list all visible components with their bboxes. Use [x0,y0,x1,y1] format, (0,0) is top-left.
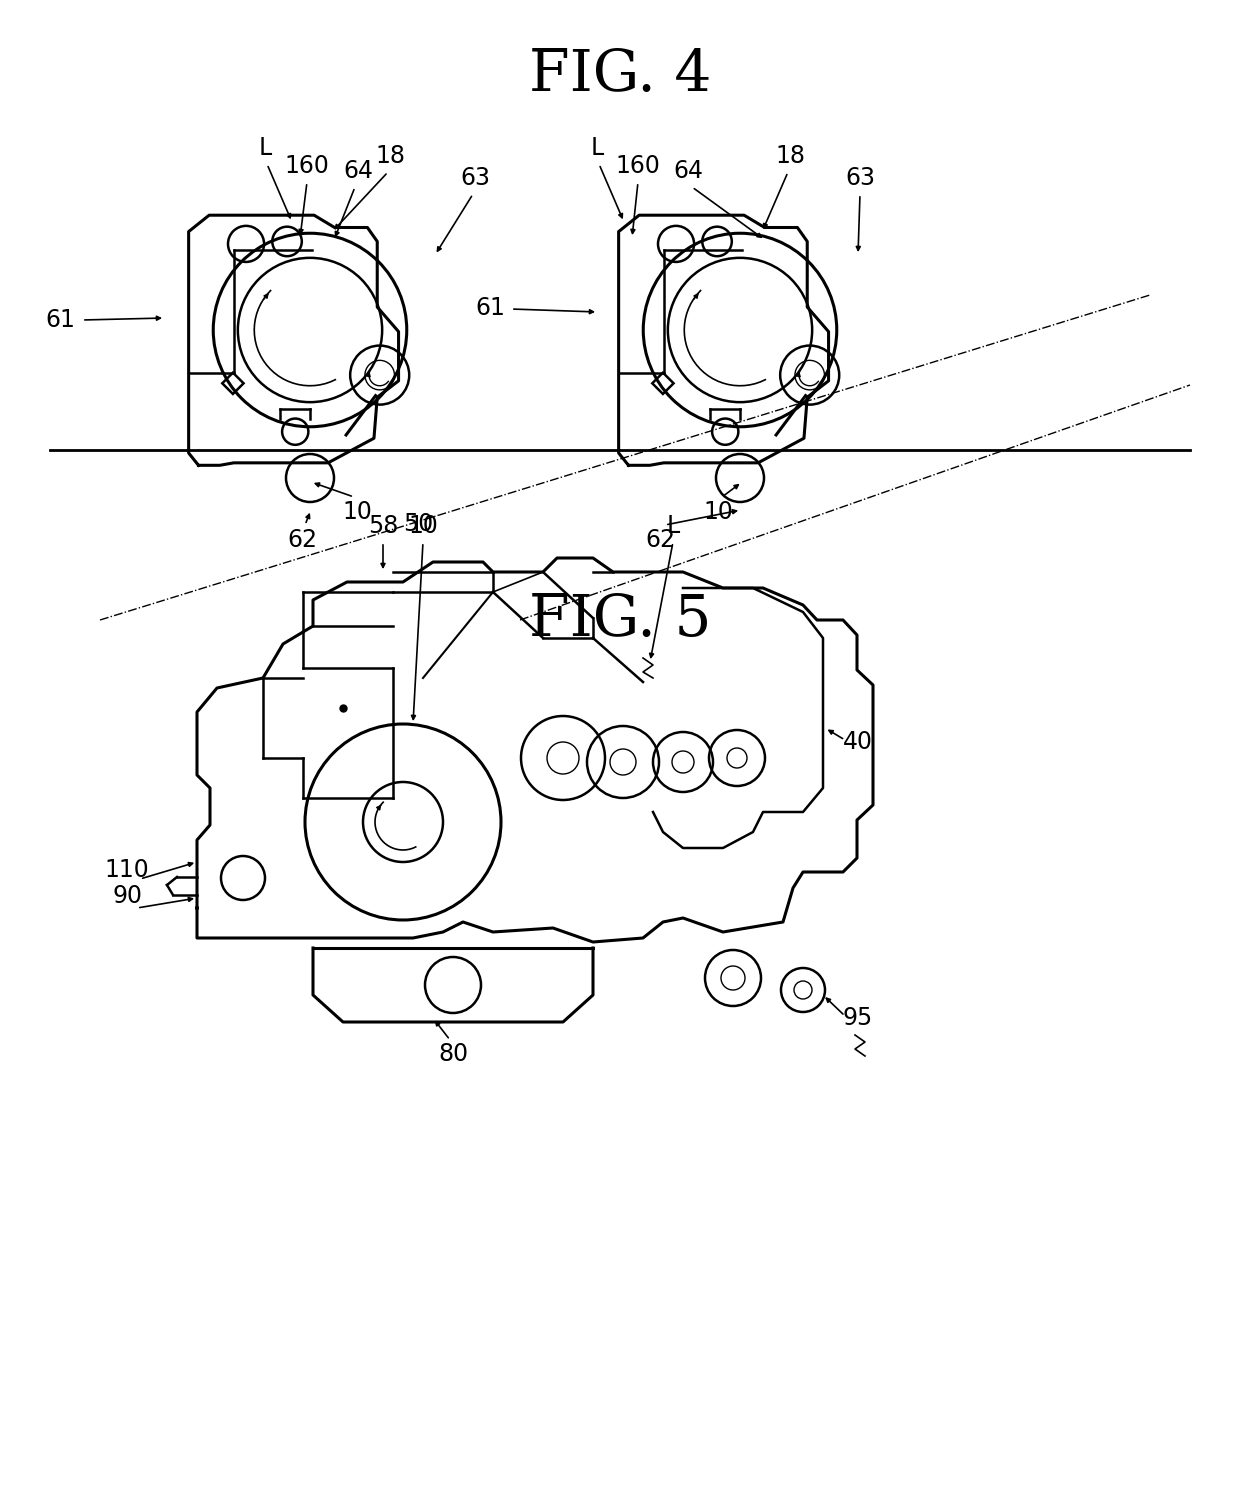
Text: FIG. 4: FIG. 4 [528,47,712,103]
Text: 64: 64 [343,159,373,183]
Text: 160: 160 [284,154,330,178]
Text: 61: 61 [45,308,74,332]
Text: 50: 50 [403,512,433,536]
Text: 18: 18 [775,143,805,168]
Text: 58: 58 [368,513,398,538]
Text: L: L [666,513,680,538]
Text: FIG. 5: FIG. 5 [528,592,712,648]
Text: 160: 160 [615,154,661,178]
Text: L: L [258,136,272,160]
Text: 80: 80 [438,1042,467,1066]
Text: L: L [590,136,604,160]
Text: 62: 62 [286,528,317,553]
Text: 40: 40 [843,729,873,753]
Text: 110: 110 [104,858,149,882]
Text: 62: 62 [645,528,675,553]
Text: 61: 61 [475,296,505,320]
Text: 10: 10 [342,500,372,524]
Text: 18: 18 [374,143,405,168]
Text: 10: 10 [408,513,438,538]
Text: 64: 64 [673,159,703,183]
Text: 63: 63 [460,166,490,190]
Text: 95: 95 [843,1006,873,1030]
Text: 10: 10 [703,500,733,524]
Text: 90: 90 [112,883,143,908]
Text: 63: 63 [844,166,875,190]
